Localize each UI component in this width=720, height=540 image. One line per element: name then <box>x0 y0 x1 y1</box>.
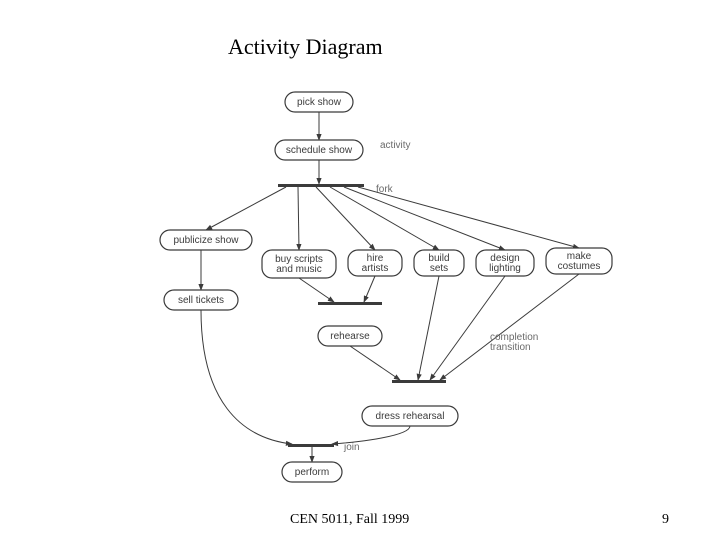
activity-label-rehearse: rehearse <box>330 331 370 342</box>
annotation: transition <box>490 342 531 353</box>
edge <box>418 276 439 380</box>
activity-label-perform: perform <box>295 467 329 478</box>
activity-label-build: sets <box>430 263 448 274</box>
edge <box>364 276 375 302</box>
annotation: join <box>343 442 360 453</box>
activity-label-sell: sell tickets <box>178 295 224 306</box>
edge <box>440 274 579 380</box>
sync-bar-fork <box>278 184 364 187</box>
edge <box>358 187 579 248</box>
activity-label-pick: pick show <box>297 97 342 108</box>
activity-label-design: lighting <box>489 263 521 274</box>
annotation: fork <box>376 184 394 195</box>
edge <box>350 346 400 380</box>
activity-label-hire: artists <box>362 263 389 274</box>
edge <box>298 187 299 250</box>
activity-label-schedule: schedule show <box>286 145 353 156</box>
edge <box>344 187 505 250</box>
edge <box>330 187 439 250</box>
edge <box>206 187 286 230</box>
activity-diagram: pick showschedule showpublicize showbuy … <box>0 0 720 540</box>
sync-bar-sync2 <box>392 380 446 383</box>
activity-label-cost: costumes <box>558 261 601 272</box>
annotation: activity <box>380 140 411 151</box>
activity-label-pub: publicize show <box>173 235 239 246</box>
sync-bar-sync1 <box>318 302 382 305</box>
activity-label-buy: and music <box>276 264 322 275</box>
edge <box>299 278 334 302</box>
activity-label-dress: dress rehearsal <box>376 411 445 422</box>
sync-bar-join <box>288 444 334 447</box>
edge <box>430 276 505 380</box>
edge <box>201 310 292 444</box>
